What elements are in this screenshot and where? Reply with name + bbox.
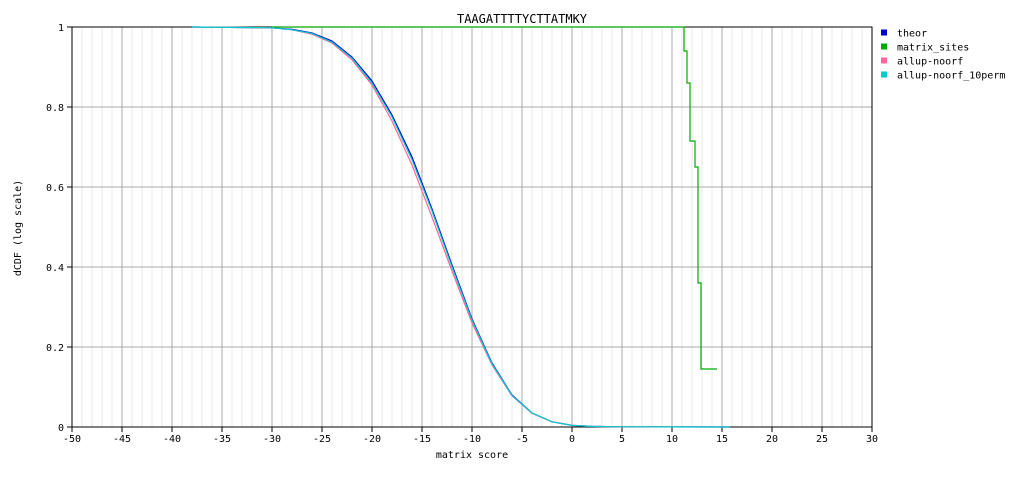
x-axis: -50 -45 -40 -35 -30 -25 -20 -15 -10 -5 0 5 10 15 20 25 3… [63, 427, 878, 445]
legend-label: theor [897, 29, 927, 40]
x-tick-label: -25 [313, 434, 331, 445]
series-line-allup-noorf-10perm [191, 26, 731, 428]
legend: theor matrix_sites allup-noorf allup-noorf_… [881, 29, 1005, 82]
legend-swatch [881, 71, 887, 78]
x-tick-label: 25 [816, 434, 828, 445]
y-axis: 0 0.2 0.4 0.6 0.8 1 [46, 23, 72, 434]
major-grid [71, 26, 873, 428]
x-tick-label: 20 [766, 434, 778, 445]
legend-swatch [881, 29, 887, 36]
y-tick-label: 1 [58, 23, 64, 34]
legend-label: matrix_sites [897, 43, 969, 54]
minor-grid [81, 27, 863, 427]
y-tick-label: 0.6 [46, 183, 64, 194]
x-tick-label: -45 [113, 434, 131, 445]
series-line-allup-noorf [191, 26, 731, 428]
x-axis-label: matrix score [436, 450, 508, 461]
x-tick-label: -50 [63, 434, 81, 445]
x-tick-label: 5 [619, 434, 625, 445]
x-tick-label: 0 [569, 434, 575, 445]
y-tick-label: 0 [58, 423, 64, 434]
legend-label: allup-noorf_10perm [897, 71, 1005, 82]
x-tick-label: -5 [516, 434, 528, 445]
x-tick-label: -40 [163, 434, 181, 445]
y-axis-label: dCDF (log scale) [13, 180, 24, 276]
x-tick-label: 15 [716, 434, 728, 445]
legend-swatch [881, 43, 887, 50]
x-tick-label: 10 [666, 434, 678, 445]
x-tick-label: -10 [463, 434, 481, 445]
series-line-theor [191, 26, 731, 428]
chart-title: TAAGATTTTYCTTATMKY [457, 12, 588, 26]
x-tick-label: -30 [263, 434, 281, 445]
x-tick-label: -15 [413, 434, 431, 445]
legend-label: allup-noorf [897, 57, 963, 68]
x-tick-label: -20 [363, 434, 381, 445]
series-line-matrix-sites [272, 26, 717, 370]
y-tick-label: 0.8 [46, 103, 64, 114]
series-lines [191, 26, 731, 428]
y-tick-label: 0.2 [46, 343, 64, 354]
legend-swatch [881, 57, 887, 64]
y-tick-label: 0.4 [46, 263, 64, 274]
x-tick-label: 30 [866, 434, 878, 445]
x-tick-label: -35 [213, 434, 231, 445]
